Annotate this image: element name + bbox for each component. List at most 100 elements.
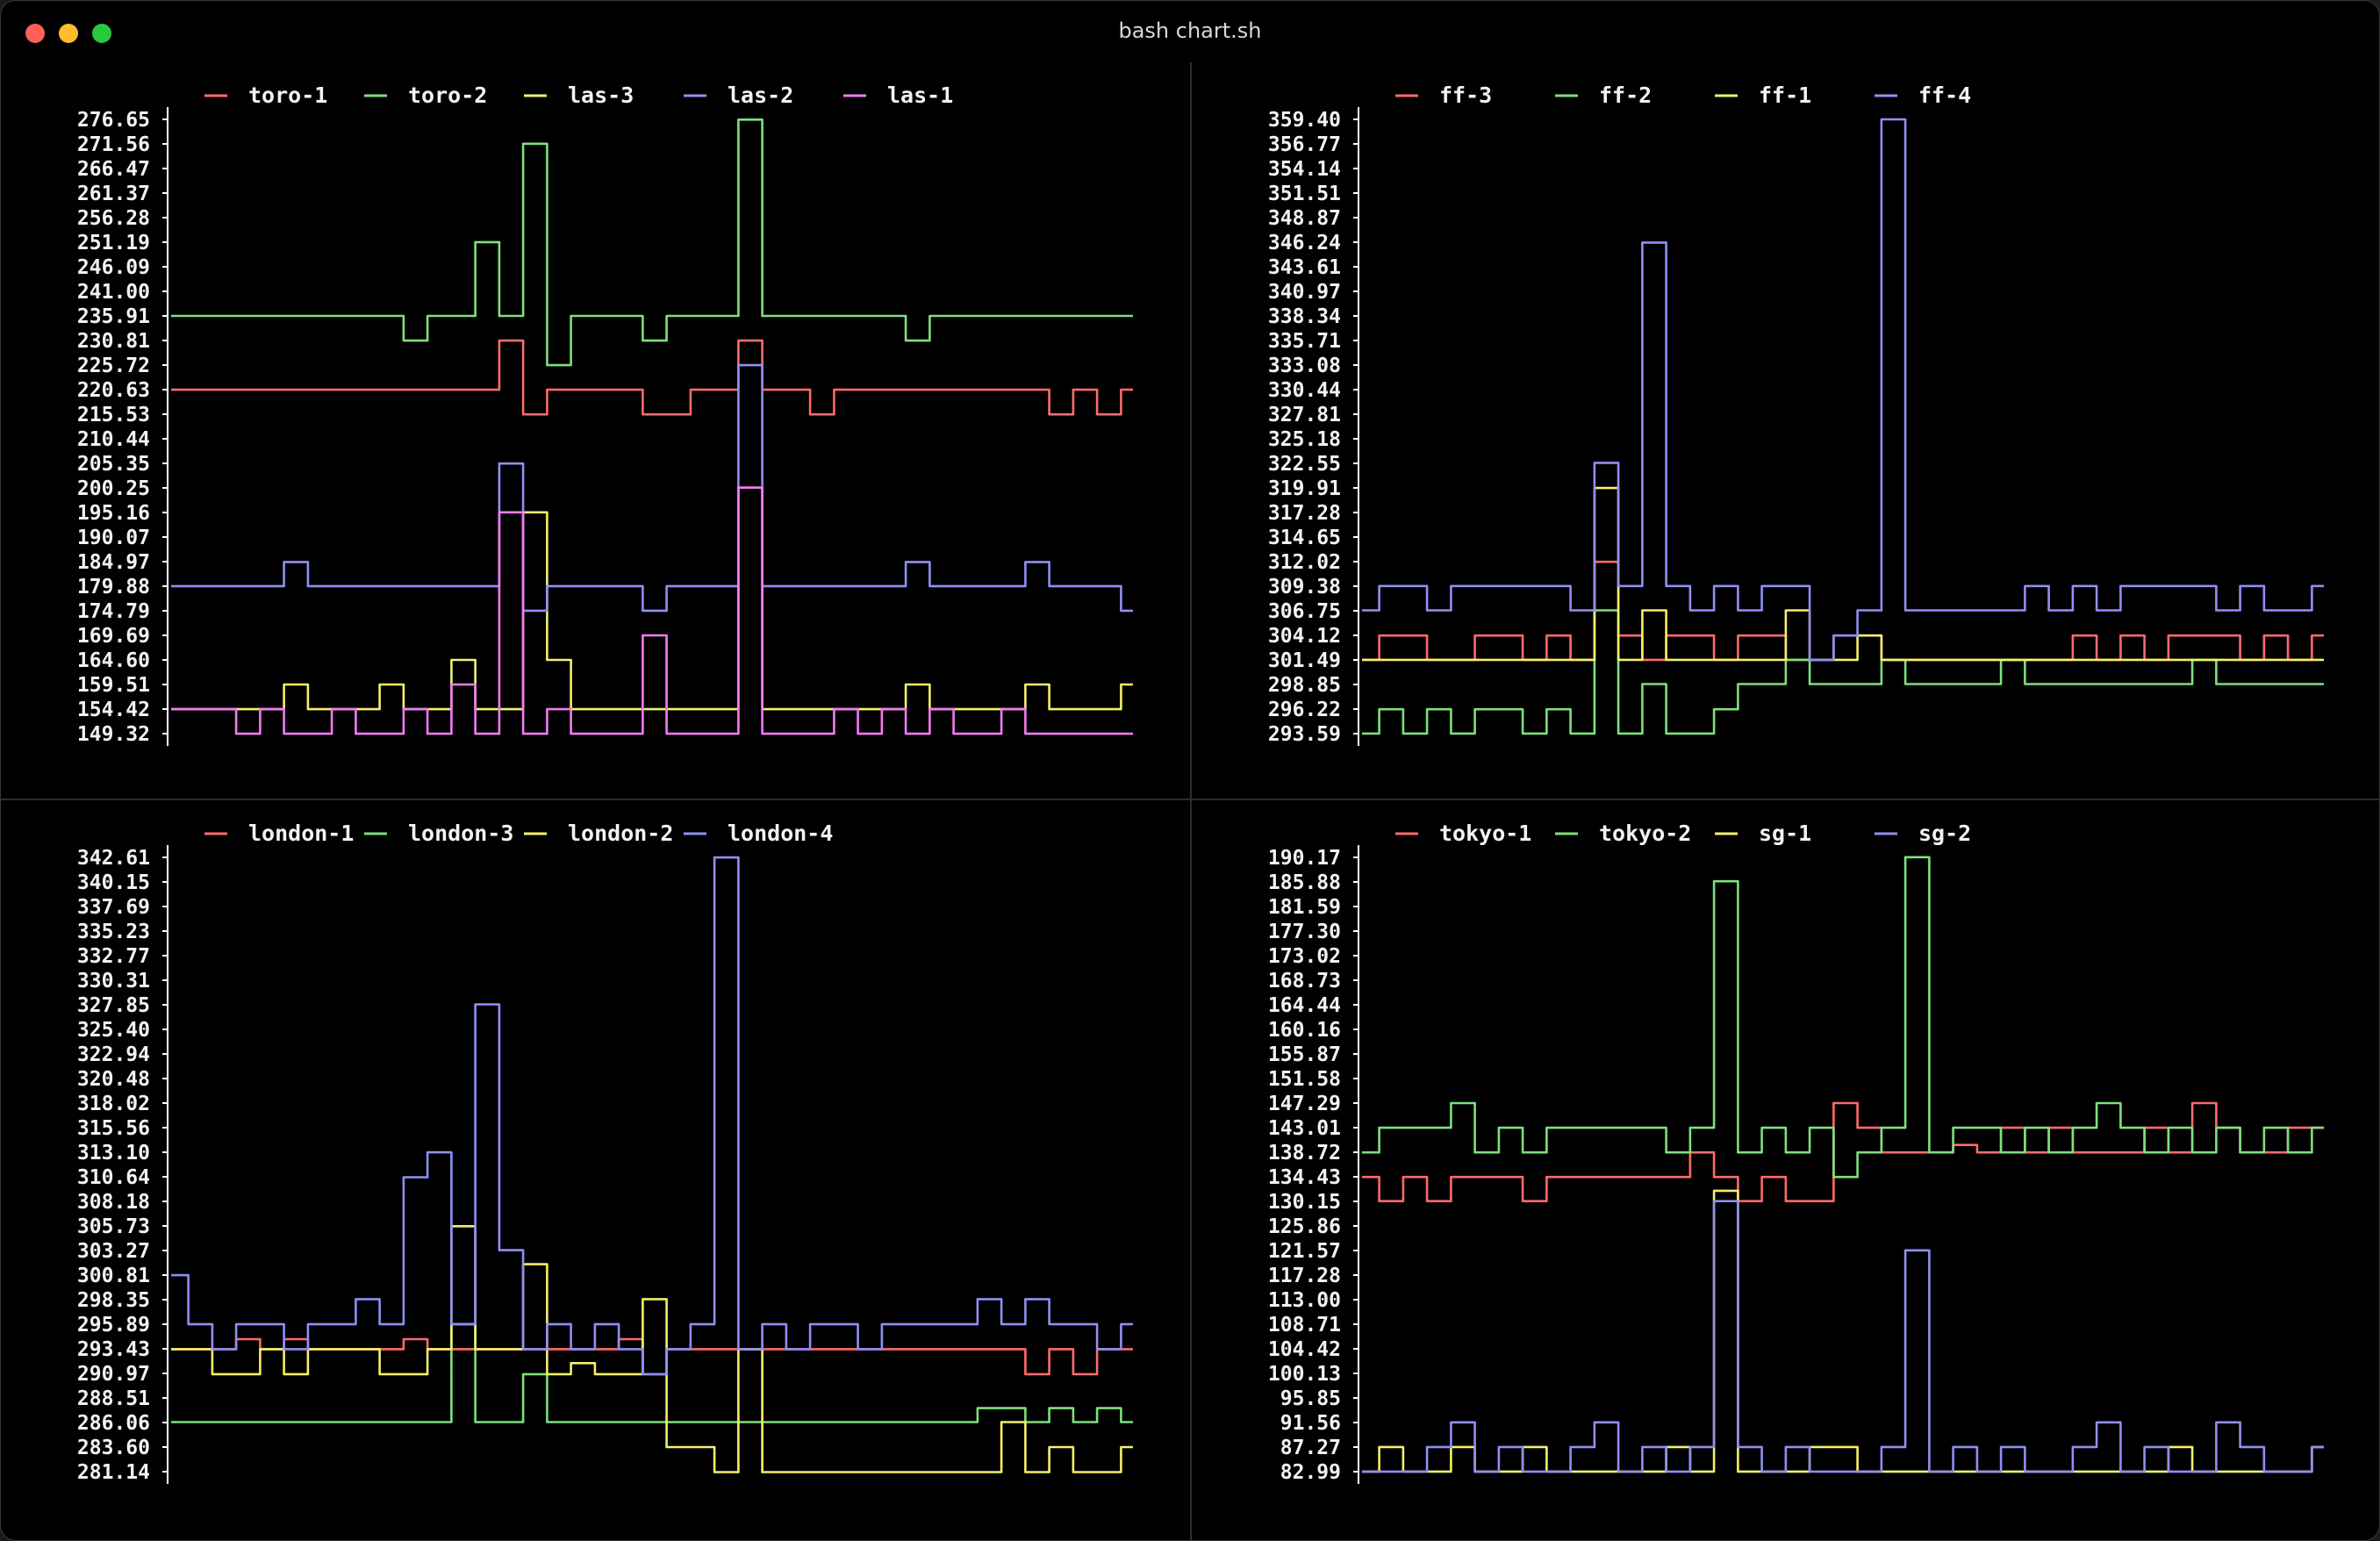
y-tick-label: 159.51 — [77, 674, 150, 697]
y-tick-label: 251.19 — [77, 232, 150, 254]
series-line-ff-4 — [1362, 118, 2324, 662]
y-tick-label: 337.69 — [77, 896, 150, 919]
series-line-toro-1 — [171, 339, 1133, 416]
y-tick-label: 296.22 — [1268, 699, 1341, 721]
y-tick-label: 308.18 — [77, 1191, 150, 1214]
y-tick-label: 220.63 — [77, 379, 150, 402]
y-tick-label: 359.40 — [1268, 109, 1341, 132]
y-tick-label: 190.17 — [1268, 847, 1341, 870]
y-tick-label: 256.28 — [77, 207, 150, 230]
maximize-window-button[interactable] — [92, 24, 111, 43]
legend-label-las-3: las-3 — [568, 82, 634, 108]
y-tick-label: 160.16 — [1268, 1019, 1341, 1042]
y-tick-label: 210.44 — [77, 428, 150, 451]
y-tick-label: 322.55 — [1268, 453, 1341, 476]
y-tick-label: 306.75 — [1268, 600, 1341, 623]
y-tick-label: 330.44 — [1268, 379, 1341, 402]
y-tick-label: 125.86 — [1268, 1215, 1341, 1238]
y-tick-label: 154.42 — [77, 699, 150, 721]
y-tick-label: 301.49 — [1268, 649, 1341, 672]
y-tick-label: 303.27 — [77, 1240, 150, 1263]
y-tick-label: 322.94 — [77, 1043, 150, 1066]
y-tick-label: 169.69 — [77, 625, 150, 648]
y-tick-label: 338.34 — [1268, 305, 1341, 328]
series-line-london-3 — [171, 1322, 1133, 1423]
y-tick-label: 230.81 — [77, 330, 150, 353]
y-tick-label: 155.87 — [1268, 1043, 1341, 1066]
y-tick-label: 340.97 — [1268, 281, 1341, 304]
y-tick-label: 179.88 — [77, 576, 150, 598]
y-tick-label: 149.32 — [77, 723, 150, 746]
y-tick-label: 164.44 — [1268, 994, 1341, 1017]
y-tick-label: 314.65 — [1268, 527, 1341, 549]
legend-label-ff-3: ff-3 — [1439, 82, 1492, 108]
y-tick-label: 283.60 — [77, 1437, 150, 1459]
legend-label-sg-1: sg-1 — [1759, 821, 1811, 846]
y-tick-label: 143.01 — [1268, 1117, 1341, 1140]
series-line-ff-3 — [1362, 560, 2324, 662]
y-tick-label: 290.97 — [77, 1363, 150, 1386]
y-tick-label: 134.43 — [1268, 1166, 1341, 1189]
y-tick-label: 342.61 — [77, 847, 150, 870]
y-tick-label: 113.00 — [1268, 1289, 1341, 1312]
y-tick-label: 325.18 — [1268, 428, 1341, 451]
legend-label-las-1: las-1 — [887, 82, 953, 108]
chart-svg-london: london-1 london-3 london-2 london-4 342.6134… — [77, 821, 1133, 1484]
series-line-tokyo-2 — [1362, 856, 2324, 1179]
pane-divider-horizontal — [1, 799, 2379, 800]
y-tick-label: 184.97 — [77, 551, 150, 574]
y-tick-label: 298.35 — [77, 1289, 150, 1312]
y-tick-label: 286.06 — [77, 1412, 150, 1435]
series-line-tokyo-1 — [1362, 1101, 2324, 1203]
y-tick-label: 313.10 — [77, 1142, 150, 1165]
title-bar: bash chart.sh — [1, 1, 2379, 62]
y-tick-label: 315.56 — [77, 1117, 150, 1140]
legend-label-ff-4: ff-4 — [1918, 82, 1971, 108]
y-tick-label: 168.73 — [1268, 970, 1341, 993]
y-tick-label: 271.56 — [77, 133, 150, 156]
y-tick-label: 117.28 — [1268, 1265, 1341, 1287]
y-tick-label: 241.00 — [77, 281, 150, 304]
y-tick-label: 354.14 — [1268, 158, 1341, 181]
y-tick-label: 319.91 — [1268, 477, 1341, 500]
y-tick-label: 121.57 — [1268, 1240, 1341, 1263]
y-tick-label: 304.12 — [1268, 625, 1341, 648]
y-tick-label: 309.38 — [1268, 576, 1341, 598]
y-tick-label: 147.29 — [1268, 1093, 1341, 1115]
y-tick-label: 318.02 — [77, 1093, 150, 1115]
y-tick-label: 317.28 — [1268, 502, 1341, 525]
y-tick-label: 100.13 — [1268, 1363, 1341, 1386]
y-tick-label: 174.79 — [77, 600, 150, 623]
y-tick-label: 335.71 — [1268, 330, 1341, 353]
series-line-ff-1 — [1362, 486, 2324, 662]
y-tick-label: 281.14 — [77, 1461, 150, 1484]
y-tick-label: 325.40 — [77, 1019, 150, 1042]
y-tick-label: 205.35 — [77, 453, 150, 476]
series-line-sg-2 — [1362, 1200, 2324, 1473]
legend-label-las-2: las-2 — [728, 82, 793, 108]
y-tick-label: 181.59 — [1268, 896, 1341, 919]
legend-label-london-2: london-2 — [568, 821, 673, 846]
series-line-las-1 — [171, 486, 1133, 735]
y-tick-label: 346.24 — [1268, 232, 1341, 254]
y-tick-label: 235.91 — [77, 305, 150, 328]
y-tick-label: 351.51 — [1268, 183, 1341, 205]
y-tick-label: 185.88 — [1268, 871, 1341, 894]
y-tick-label: 343.61 — [1268, 256, 1341, 279]
legend-label-sg-2: sg-2 — [1918, 821, 1971, 846]
series-line-london-4 — [171, 856, 1133, 1376]
y-tick-label: 266.47 — [77, 158, 150, 181]
y-tick-label: 293.43 — [77, 1338, 150, 1361]
y-tick-label: 332.77 — [77, 945, 150, 968]
chart-pane-ff: ff-3 ff-2 ff-1 ff-4 359.40 356.77 354.14 351.51… — [1192, 62, 2379, 799]
y-tick-label: 225.72 — [77, 355, 150, 377]
window-title: bash chart.sh — [1118, 18, 1262, 43]
legend-label-toro-2: toro-2 — [408, 82, 487, 108]
y-tick-label: 312.02 — [1268, 551, 1341, 574]
y-tick-label: 310.64 — [77, 1166, 150, 1189]
minimize-window-button[interactable] — [59, 24, 78, 43]
y-tick-label: 151.58 — [1268, 1068, 1341, 1091]
close-window-button[interactable] — [25, 24, 45, 43]
y-tick-label: 130.15 — [1268, 1191, 1341, 1214]
